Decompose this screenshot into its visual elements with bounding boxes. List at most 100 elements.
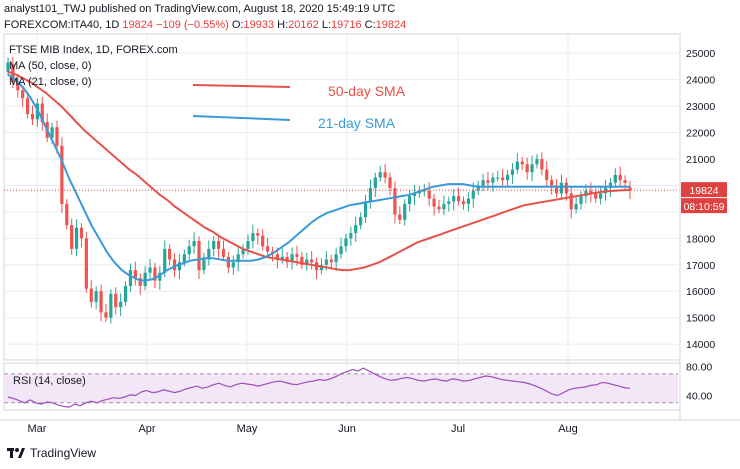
candle-body bbox=[285, 256, 289, 263]
candle-body bbox=[280, 256, 284, 260]
rsi-tick-label: 80.00 bbox=[686, 362, 712, 374]
close-value: 19824 bbox=[375, 19, 407, 31]
candle-body bbox=[197, 240, 201, 271]
candle-body bbox=[216, 240, 221, 249]
candle-body bbox=[310, 259, 314, 263]
time-tag-label: 08:10:59 bbox=[684, 201, 725, 213]
y-tick-label: 21000 bbox=[686, 154, 715, 166]
candle-body bbox=[251, 233, 255, 241]
candle-body bbox=[256, 233, 260, 236]
candle-body bbox=[89, 288, 93, 302]
y-tick-label: 15000 bbox=[686, 313, 715, 325]
candle-body bbox=[128, 270, 133, 286]
candle-body bbox=[545, 169, 549, 181]
candle-body bbox=[99, 291, 103, 313]
candle-body bbox=[109, 293, 113, 318]
candle-body bbox=[510, 169, 515, 175]
candle-body bbox=[403, 203, 407, 220]
candle-body bbox=[491, 177, 495, 183]
rsi-legend[interactable]: RSI (14, close) bbox=[13, 375, 86, 387]
candle-body bbox=[354, 225, 358, 234]
sma21-annotation-line bbox=[192, 115, 291, 121]
candle-body bbox=[207, 248, 211, 260]
candle-body bbox=[461, 201, 466, 204]
candle-body bbox=[344, 238, 348, 247]
y-tick-label: 17000 bbox=[686, 260, 715, 272]
candle-body bbox=[349, 233, 353, 239]
candle-body bbox=[359, 217, 363, 226]
y-tick-label: 18000 bbox=[686, 233, 715, 245]
candle-body bbox=[182, 254, 186, 263]
candle-body bbox=[579, 196, 583, 204]
candle-body bbox=[456, 196, 461, 202]
rsi-line bbox=[7, 367, 631, 408]
low-label: L: bbox=[321, 19, 332, 31]
candle-body bbox=[114, 293, 118, 308]
candle-body bbox=[163, 248, 167, 273]
candle-body bbox=[559, 182, 564, 194]
candle-body bbox=[447, 201, 451, 204]
candle-body bbox=[584, 190, 588, 197]
y-tick-label: 24000 bbox=[686, 75, 715, 87]
sma50-annotation-line bbox=[192, 84, 291, 88]
candle-body bbox=[172, 259, 177, 271]
x-tick-label: May bbox=[237, 423, 258, 435]
candle-body bbox=[74, 227, 79, 249]
candle-body bbox=[520, 161, 524, 165]
candle-body bbox=[599, 193, 603, 199]
candle-body bbox=[305, 259, 309, 265]
candle-body bbox=[393, 188, 397, 215]
candle-body bbox=[540, 159, 544, 170]
candle-body bbox=[30, 114, 35, 120]
candle-body bbox=[505, 174, 510, 181]
ma50-legend[interactable]: MA (50, close, 0) bbox=[9, 60, 92, 72]
candle-body bbox=[422, 190, 426, 192]
price-tag-label: 19824 bbox=[689, 185, 718, 197]
candle-body bbox=[427, 190, 431, 199]
candle-body bbox=[290, 254, 294, 263]
low-value: 19716 bbox=[331, 19, 362, 31]
candle-body bbox=[84, 238, 88, 289]
candle-body bbox=[177, 262, 182, 271]
price-tag-box bbox=[681, 182, 727, 198]
candle-body bbox=[398, 214, 402, 220]
chart-legend-title: FTSE MIB Index, 1D, FOREX.com bbox=[9, 44, 178, 56]
candle-body bbox=[158, 272, 162, 281]
candle-body bbox=[246, 240, 250, 249]
candle-body bbox=[295, 254, 299, 257]
axes: 1400015000160001700018000200002100022000… bbox=[28, 48, 727, 435]
candle-body bbox=[408, 196, 412, 204]
y-tick-label: 16000 bbox=[686, 286, 715, 298]
candle-body bbox=[50, 127, 54, 138]
x-tick-label: Mar bbox=[28, 423, 47, 435]
candle-body bbox=[368, 188, 373, 202]
price-change: −109 (−0.55%) bbox=[156, 19, 229, 31]
high-label: H: bbox=[277, 19, 289, 31]
candle-body bbox=[452, 196, 456, 202]
candle-body bbox=[241, 248, 245, 255]
last-price: 19824 bbox=[122, 19, 153, 31]
candle-body bbox=[275, 254, 279, 260]
candle-body bbox=[6, 62, 10, 72]
candle-body bbox=[550, 180, 554, 186]
candle-body bbox=[236, 254, 240, 263]
candle-body bbox=[192, 240, 196, 247]
candle-body bbox=[432, 198, 436, 207]
candle-body bbox=[221, 248, 226, 257]
sma50-annotation-label: 50-day SMA bbox=[328, 83, 406, 99]
candle-body bbox=[554, 185, 559, 194]
candle-body bbox=[334, 254, 338, 263]
candle-body bbox=[466, 198, 470, 204]
rsi-tick-label: 40.00 bbox=[686, 391, 712, 403]
candle-body bbox=[226, 256, 230, 268]
open-value: 19933 bbox=[243, 19, 275, 31]
candle-body bbox=[363, 201, 368, 218]
candle-body bbox=[148, 267, 152, 273]
candle-body bbox=[412, 193, 417, 197]
open-label: O: bbox=[231, 19, 244, 31]
close-label: C: bbox=[364, 19, 376, 31]
candle-body bbox=[476, 185, 480, 191]
candle-body bbox=[501, 177, 505, 181]
ma21-legend[interactable]: MA (21, close, 0) bbox=[9, 76, 92, 88]
symbol-info: FOREXCOM:ITA40, 1D 19824 −109 (−0.55%) O… bbox=[4, 19, 406, 31]
